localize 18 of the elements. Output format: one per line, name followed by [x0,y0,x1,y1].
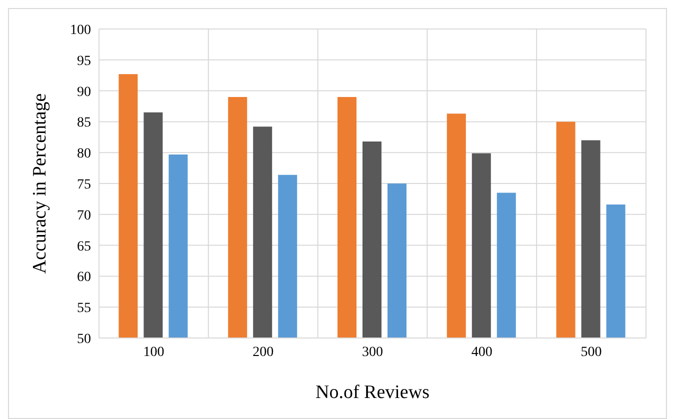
x-axis-title: No.of Reviews [316,382,430,403]
y-axis-title: Accuracy in Percentage [30,93,51,274]
y-tick-label: 50 [77,332,91,347]
y-tick-label: 85 [77,116,91,131]
y-tick-label: 95 [77,54,91,69]
y-tick-label: 55 [77,301,91,316]
y-tick-label: 70 [77,208,91,224]
y-tick-label: 65 [77,239,91,254]
x-tick-label: 100 [143,344,164,360]
y-tick-label: 60 [77,270,91,286]
y-tick-label: 100 [70,22,91,38]
y-tick-label: 90 [77,84,91,100]
x-tick-label: 200 [252,344,274,360]
x-tick-label: 400 [471,344,492,360]
x-tick-label: 300 [362,344,383,360]
y-tick-label: 75 [77,177,91,192]
y-tick-label: 80 [77,146,91,162]
x-tick-label: 500 [580,344,602,360]
